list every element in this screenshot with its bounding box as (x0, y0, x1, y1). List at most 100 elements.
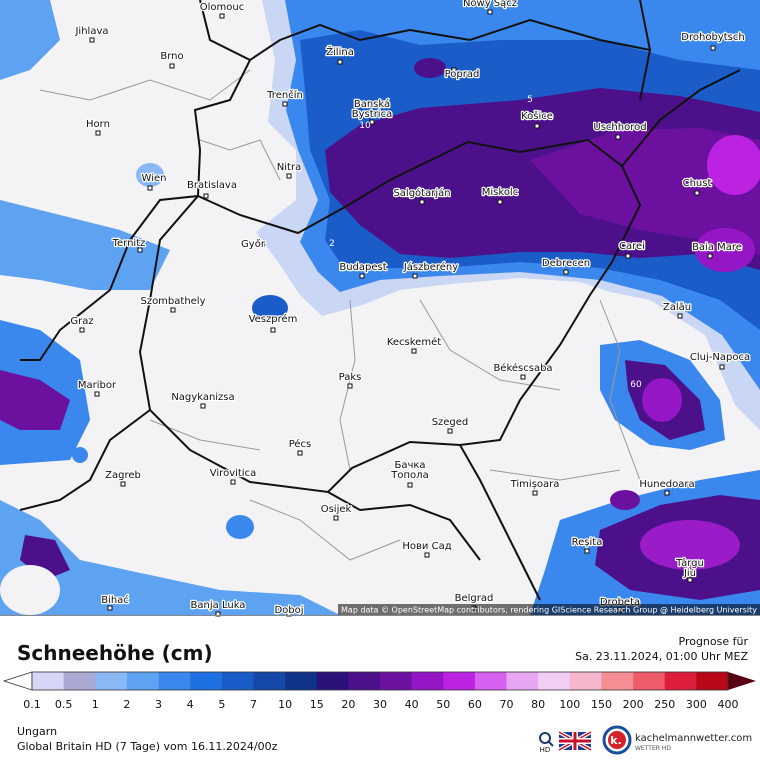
place-label: Graz (70, 316, 93, 327)
place-label: Maribor (78, 380, 117, 391)
place-dot (451, 67, 457, 73)
scale-swatch (158, 672, 191, 690)
place-label: Нови Сад (402, 541, 451, 552)
logo-core[interactable] (608, 731, 626, 749)
attribution-bar (338, 604, 760, 615)
place-label: Reșita (572, 537, 603, 548)
scale-label: 7 (250, 698, 257, 711)
scale-swatch (443, 672, 476, 690)
place-dot (259, 241, 265, 247)
place-dot (664, 490, 670, 496)
place-dot (107, 605, 113, 611)
scale-label: 60 (468, 698, 482, 711)
search-button[interactable]: HD (539, 732, 554, 754)
scale-swatch (348, 672, 381, 690)
place-dot (447, 428, 453, 434)
scale-swatch (664, 672, 697, 690)
place-label: Nitra (277, 162, 301, 173)
place-label: Hunedoara (639, 479, 694, 490)
scale-swatch (569, 672, 602, 690)
hd-label[interactable]: HD (540, 746, 551, 754)
place-label: Brno (160, 51, 183, 62)
scale-label: 40 (405, 698, 419, 711)
search-icon-handle[interactable] (548, 741, 554, 747)
site-name[interactable]: kachelmannwetter.com (635, 733, 752, 744)
place-dot (120, 481, 126, 487)
scale-label: 250 (654, 698, 675, 711)
place-label: Baia Mare (692, 242, 742, 253)
place-label: Žilina (326, 45, 354, 58)
place-dot (407, 482, 413, 488)
place-label: Zalău (663, 302, 691, 313)
forecast-label: Prognose für (679, 635, 749, 648)
country-borders (19, 0, 741, 601)
scale-high-arrow (728, 672, 756, 690)
place-dot (359, 273, 365, 279)
logo-letter[interactable]: k. (610, 734, 622, 747)
place-dot (534, 123, 540, 129)
place-label: Olomouc (200, 2, 244, 13)
scale-low-arrow (2, 671, 33, 691)
map: Olomouc Nowy Sącz Jihlava Brno Žilina Poprad D… (0, 0, 760, 617)
place-label: Virovitica (210, 468, 256, 479)
place-dot (270, 327, 276, 333)
place-dot (487, 9, 493, 15)
place-dot (615, 134, 621, 140)
place-label: Osijek (321, 504, 352, 515)
place-label: Cluj-Napoca (690, 352, 750, 363)
scale-label: 1 (92, 698, 99, 711)
place-dot (89, 37, 95, 43)
place-dot (337, 59, 343, 65)
place-label: Бачка (394, 460, 425, 471)
place-label: Banská (354, 98, 390, 110)
contour-label: 5 (527, 95, 533, 105)
place-label: Salgótarján (393, 187, 450, 199)
scale-label: 4 (187, 698, 194, 711)
scale-label: 200 (623, 698, 644, 711)
place-label: Paks (339, 372, 362, 383)
scale-label: 150 (591, 698, 612, 711)
places: Olomouc Nowy Sącz Jihlava Brno Žilina Poprad D… (69, 0, 751, 617)
place-dot (147, 185, 153, 191)
scale-label: 80 (531, 698, 545, 711)
contour-label: 2 (329, 239, 335, 249)
place-dot (230, 479, 236, 485)
place-label: Banja Luka (191, 600, 246, 611)
place-label: Belgrad (455, 593, 494, 604)
scale-label: 400 (718, 698, 739, 711)
scale-label: 0.5 (55, 698, 73, 711)
place-label: Debrecen (542, 258, 590, 269)
flag-cross-red[interactable] (559, 732, 591, 750)
place-label: Топола (390, 470, 428, 481)
place-dot (520, 374, 526, 380)
search-icon[interactable] (539, 732, 551, 744)
place-dot (137, 247, 143, 253)
place-dot (369, 119, 375, 125)
scale-swatch (253, 672, 286, 690)
place-label: Szeged (432, 417, 469, 428)
place-dot (411, 348, 417, 354)
place-label: Nagykanizsa (171, 392, 234, 403)
legend-title: Schneehöhe (cm) (17, 641, 213, 665)
language-flag[interactable] (558, 730, 592, 752)
place-dot (333, 515, 339, 521)
brand[interactable]: WETTER HD (635, 745, 671, 752)
scale-swatch (221, 672, 254, 690)
logo[interactable]: k. kachelmannwetter.com WETTER HD (602, 725, 752, 755)
place-label: Chust (683, 178, 712, 189)
place-label: Miskolc (482, 187, 518, 198)
place-label: Bratislava (187, 180, 237, 191)
place-label: Pécs (289, 438, 312, 450)
place-dot (677, 313, 683, 319)
scale-label: 20 (341, 698, 355, 711)
scale-swatch (633, 672, 666, 690)
contour-label: 60 (630, 380, 642, 390)
place-label: Wien (142, 173, 167, 184)
scale-swatch (285, 672, 318, 690)
place-label: Jiu (683, 568, 696, 579)
scale-swatch (95, 672, 128, 690)
place-label: Trenčín (266, 89, 303, 101)
place-dot (297, 450, 303, 456)
place-label: Kecskemét (387, 336, 441, 348)
place-dot (347, 383, 353, 389)
